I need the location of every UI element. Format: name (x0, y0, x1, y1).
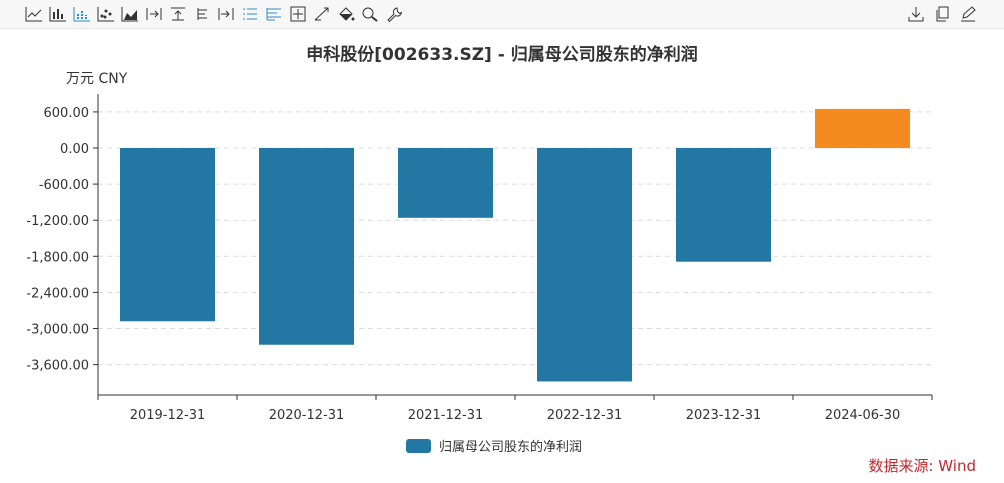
copy-icon[interactable] (932, 5, 952, 23)
chart-title: 申科股份[002633.SZ] - 归属母公司股东的净利润 (306, 45, 698, 65)
legend-label: 归属母公司股东的净利润 (439, 440, 583, 455)
toolbar-left-group (24, 5, 404, 23)
bar[interactable] (815, 108, 910, 148)
bar[interactable] (259, 148, 354, 345)
list-icon[interactable] (240, 5, 260, 23)
area-chart-icon[interactable] (120, 5, 140, 23)
x-tick-label: 2021-12-31 (408, 408, 484, 423)
x-tick-label: 2023-12-31 (686, 408, 762, 423)
grid-lines (98, 111, 932, 366)
line-chart-icon[interactable] (24, 5, 44, 23)
scatter-icon[interactable] (96, 5, 116, 23)
toolbar-right-group (906, 5, 978, 23)
y-tick-label: -1,200.00 (26, 214, 89, 229)
y-tick-label: -1,800.00 (26, 250, 89, 265)
bar-right-icon[interactable] (216, 5, 236, 23)
trend-icon[interactable] (312, 5, 332, 23)
y-tick-label: 600.00 (44, 106, 90, 121)
y-tick-label: -2,400.00 (26, 286, 89, 301)
download-icon[interactable] (906, 5, 926, 23)
edit-icon[interactable] (958, 5, 978, 23)
y-tick-label: 0.00 (60, 142, 89, 157)
x-tick-label: 2022-12-31 (547, 408, 623, 423)
y-axis-unit-label: 万元 CNY (66, 71, 128, 87)
tree-icon[interactable] (192, 5, 212, 23)
bar[interactable] (120, 148, 215, 322)
axes: 600.00 0.00 -600.00 -1,200.00 -1,800.00 -2,40… (26, 94, 933, 423)
x-tick-label: 2020-12-31 (269, 408, 345, 423)
chart-toolbar (0, 0, 1004, 29)
zoom-icon[interactable] (360, 5, 380, 23)
y-tick-label: -3,000.00 (26, 323, 89, 338)
bar[interactable] (676, 148, 771, 262)
y-tick-label: -3,600.00 (26, 359, 89, 374)
legend-swatch (406, 438, 431, 453)
list-bars-icon[interactable] (264, 5, 284, 23)
data-source-label: 数据来源: Wind (868, 457, 976, 475)
crosshair-icon[interactable] (288, 5, 308, 23)
step-icon[interactable] (144, 5, 164, 23)
stacked-bar-icon[interactable] (72, 5, 92, 23)
x-tick-label: 2024-06-30 (825, 408, 901, 423)
y-tick-label: -600.00 (39, 178, 89, 193)
x-tick-label: 2019-12-31 (130, 408, 206, 423)
bar-chart-icon[interactable] (48, 5, 68, 23)
bar[interactable] (537, 148, 632, 382)
bar-top-icon[interactable] (168, 5, 188, 23)
bar[interactable] (398, 148, 493, 218)
wrench-icon[interactable] (384, 5, 404, 23)
chart-legend[interactable]: 归属母公司股东的净利润 (406, 436, 582, 455)
bars (120, 108, 910, 382)
fill-icon[interactable] (336, 5, 356, 23)
